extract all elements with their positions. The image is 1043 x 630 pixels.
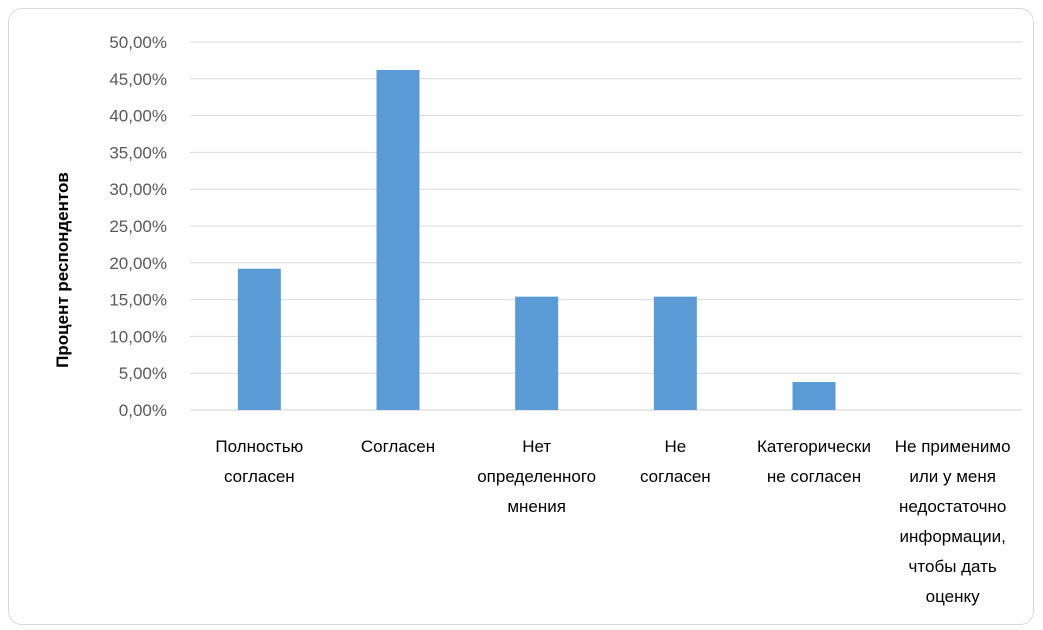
category-label: Категорически не согласен [757, 437, 871, 486]
y-tick-labels: 0,00% 5,00% 10,00% 15,00% 20,00% 25,00% 30,00%… [109, 33, 167, 420]
category-label: Нет определенного мнения [477, 437, 596, 516]
bar [376, 69, 420, 410]
bar [515, 296, 559, 410]
y-tick-label: 15,00% [109, 291, 167, 310]
bar [237, 268, 281, 410]
y-tick-label: 20,00% [109, 254, 167, 273]
y-tick-label: 25,00% [109, 217, 167, 236]
gridlines [190, 41, 1022, 411]
y-tick-label: 5,00% [119, 364, 167, 383]
category-labels: Полностью согласен Согласен Нет определенног… [215, 437, 1010, 606]
y-tick-label: 10,00% [109, 327, 167, 346]
category-label: Не применимо или у меня недостаточно информ… [895, 437, 1011, 606]
bar [792, 382, 836, 410]
y-tick-label: 0,00% [119, 401, 167, 420]
category-label: Не согласен [640, 437, 711, 486]
bar [653, 296, 697, 410]
y-tick-label: 40,00% [109, 107, 167, 126]
y-tick-label: 30,00% [109, 180, 167, 199]
y-axis-label: Процент респондентов [53, 172, 72, 368]
y-tick-label: 50,00% [109, 33, 167, 52]
bars [237, 69, 836, 410]
y-tick-label: 35,00% [109, 143, 167, 162]
category-label: Полностью согласен [215, 437, 303, 486]
category-label: Согласен [361, 437, 435, 456]
y-tick-label: 45,00% [109, 70, 167, 89]
